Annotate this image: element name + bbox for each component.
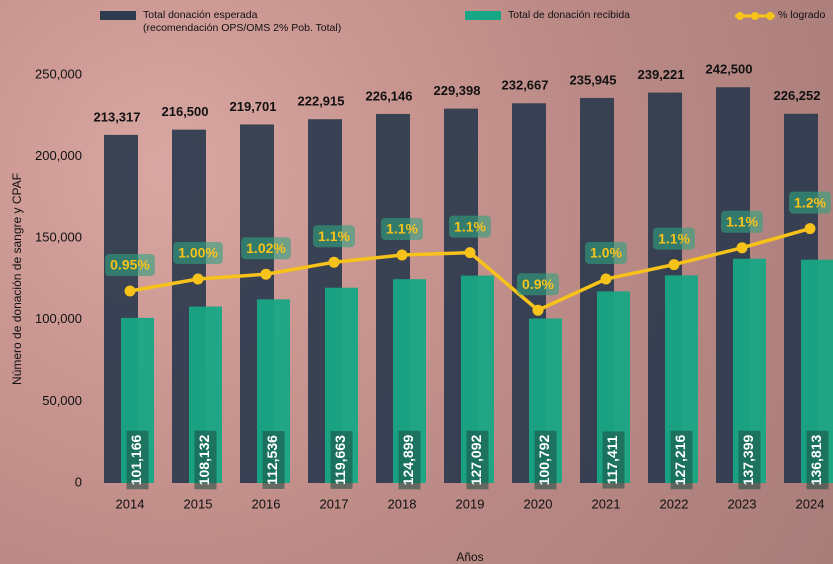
x-tick-label: 2023 (728, 496, 757, 511)
bar-value-label: 119,663 (332, 435, 348, 485)
x-tick-label: 2020 (524, 496, 553, 511)
line-marker (397, 250, 408, 261)
line-value-label: 1.0% (590, 245, 622, 261)
line-value-label: 1.1% (454, 218, 486, 234)
line-value-label: 0.95% (110, 257, 150, 273)
x-tick-label: 2014 (116, 496, 145, 511)
x-tick-label: 2022 (660, 496, 689, 511)
x-tick-label: 2015 (184, 496, 213, 511)
bar-value-label: 127,092 (468, 434, 484, 485)
x-tick-label: 2017 (320, 496, 349, 511)
legend-swatch (465, 11, 501, 20)
x-tick-label: 2018 (388, 496, 417, 511)
legend-swatch (751, 12, 759, 20)
bar-value-label: 137,399 (740, 434, 756, 485)
bar-value-label: 100,792 (536, 434, 552, 485)
line-marker (193, 274, 204, 285)
chart-background: Número de donación de sangre y CPAF Años… (0, 0, 833, 564)
bar-value-label: 108,132 (196, 434, 212, 485)
line-value-label: 1.1% (386, 221, 418, 237)
line-value-label: 1.02% (246, 240, 286, 256)
line-value-label: 1.1% (726, 214, 758, 230)
bar-value-label: 242,500 (706, 62, 753, 77)
y-tick-label: 150,000 (35, 230, 82, 245)
line-value-label: 1.1% (318, 228, 350, 244)
bar-value-label: 229,398 (434, 83, 481, 98)
x-axis-label: Años (456, 550, 483, 564)
line-marker (125, 286, 136, 297)
line-marker (805, 223, 816, 234)
line-marker (601, 274, 612, 285)
line-marker (737, 242, 748, 253)
legend-swatch (736, 12, 744, 20)
y-tick-label: 100,000 (35, 311, 82, 326)
bar-value-label: 117,411 (604, 435, 620, 484)
legend-label: % logrado (778, 9, 825, 22)
bar-value-label: 112,536 (264, 435, 280, 485)
bar-value-label: 101,166 (128, 434, 144, 485)
bar-value-label: 127,216 (672, 434, 688, 485)
legend-label: Total de donación recibida (508, 9, 630, 22)
line-marker (329, 257, 340, 268)
bar-value-label: 136,813 (808, 434, 824, 485)
bar-value-label: 235,945 (570, 72, 617, 87)
line-marker (669, 259, 680, 270)
line-marker (465, 247, 476, 258)
bar-value-label: 216,500 (162, 104, 209, 119)
y-axis-label: Número de donación de sangre y CPAF (10, 173, 24, 385)
legend-label: Total donación esperada (recomendación O… (143, 9, 341, 35)
bar-value-label: 213,317 (94, 109, 141, 124)
line-value-label: 1.2% (794, 194, 826, 210)
bar-value-label: 232,667 (502, 78, 549, 93)
bar-value-label: 124,899 (400, 434, 416, 485)
bar-value-label: 239,221 (638, 67, 685, 82)
y-tick-label: 0 (75, 474, 82, 489)
line-marker (533, 305, 544, 316)
bar-value-label: 226,146 (366, 88, 413, 103)
chart: Número de donación de sangre y CPAF Años… (0, 0, 833, 564)
bar-value-label: 226,252 (774, 88, 821, 103)
y-tick-label: 50,000 (42, 393, 82, 408)
line-value-label: 1.00% (178, 245, 218, 261)
x-tick-label: 2021 (592, 496, 621, 511)
line-marker (261, 269, 272, 280)
y-tick-label: 250,000 (35, 66, 82, 81)
x-tick-label: 2016 (252, 496, 281, 511)
legend-swatch (766, 12, 774, 20)
bar-value-label: 219,701 (230, 99, 277, 114)
x-tick-label: 2024 (796, 496, 825, 511)
bar-value-label: 222,915 (298, 94, 345, 109)
x-tick-label: 2019 (456, 496, 485, 511)
y-tick-label: 200,000 (35, 148, 82, 163)
legend-swatch (100, 11, 136, 20)
line-value-label: 0.9% (522, 276, 554, 292)
line-value-label: 1.1% (658, 230, 690, 246)
